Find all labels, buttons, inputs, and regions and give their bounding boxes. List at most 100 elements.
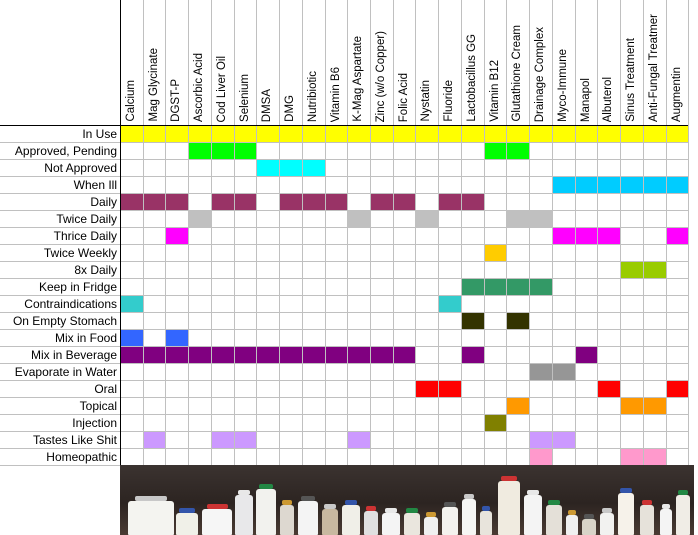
filled-cell bbox=[166, 347, 189, 363]
grid-vline bbox=[574, 0, 576, 465]
grid-hline bbox=[0, 193, 689, 194]
filled-cell bbox=[121, 296, 143, 312]
grid-hline bbox=[0, 380, 689, 381]
supplement-bottles-photo bbox=[120, 465, 694, 535]
bottle-cap-shape bbox=[206, 504, 228, 509]
filled-cell bbox=[121, 330, 143, 346]
filled-cell bbox=[280, 194, 302, 210]
column-header-label: Vitamin B6 bbox=[329, 66, 342, 122]
filled-cell bbox=[211, 143, 234, 159]
filled-cell bbox=[234, 194, 257, 210]
filled-cell bbox=[280, 160, 302, 176]
filled-cell bbox=[461, 313, 484, 329]
grid-vline bbox=[620, 0, 622, 465]
bottle-cap-shape bbox=[444, 502, 456, 507]
grid-vline bbox=[665, 0, 667, 465]
row-header-label: Mix in Food bbox=[54, 331, 117, 345]
filled-cell bbox=[484, 143, 507, 159]
column-header-label: Calcium bbox=[125, 80, 137, 122]
column-header: Anti-Fungal Treatmer bbox=[643, 4, 665, 122]
column-header-label: DMG bbox=[284, 95, 297, 122]
filled-cell bbox=[257, 347, 280, 363]
column-header-label: Augmentin bbox=[670, 67, 683, 122]
bottle-cap-shape bbox=[678, 490, 688, 495]
filled-cell bbox=[461, 347, 484, 363]
row-header-label: Oral bbox=[94, 382, 117, 396]
bottle-cap-shape bbox=[426, 512, 436, 517]
filled-cell bbox=[166, 330, 189, 346]
filled-cell bbox=[530, 279, 552, 295]
filled-cell bbox=[552, 432, 575, 448]
filled-cell bbox=[643, 177, 666, 193]
filled-cell bbox=[507, 279, 530, 295]
bottle-cap-shape bbox=[526, 490, 540, 495]
filled-cell bbox=[257, 160, 280, 176]
filled-cell bbox=[507, 211, 530, 227]
filled-cell bbox=[666, 381, 689, 397]
filled-cell bbox=[121, 194, 143, 210]
filled-cell bbox=[666, 228, 689, 244]
row-header-label: Topical bbox=[79, 399, 117, 413]
column-header: Vitamin B12 bbox=[484, 4, 506, 122]
filled-cell bbox=[621, 262, 643, 278]
filled-cell bbox=[507, 126, 530, 142]
bottle-shape bbox=[424, 517, 438, 535]
filled-cell bbox=[643, 126, 666, 142]
bottle-cap-shape bbox=[620, 488, 632, 493]
bottle-shape bbox=[462, 499, 476, 535]
bottle-shape bbox=[546, 505, 562, 535]
column-header: Cod Liver Oil bbox=[211, 4, 233, 122]
filled-cell bbox=[393, 194, 416, 210]
filled-cell bbox=[507, 313, 530, 329]
row-header-label: Injection bbox=[72, 416, 117, 430]
filled-cell bbox=[121, 347, 143, 363]
filled-cell bbox=[166, 126, 189, 142]
row-header-label: Not Approved bbox=[44, 161, 117, 175]
grid-hline bbox=[0, 244, 689, 245]
grid-vline bbox=[165, 0, 167, 465]
column-header-label: Vitamin B12 bbox=[488, 60, 501, 122]
column-header-label: Sinus Treatment bbox=[625, 38, 638, 122]
grid-hline bbox=[0, 295, 689, 296]
grid-vline bbox=[460, 0, 462, 465]
filled-cell bbox=[666, 126, 689, 142]
row-header-label: Thrice Daily bbox=[53, 229, 117, 243]
filled-cell bbox=[348, 126, 371, 142]
bottle-shape bbox=[676, 495, 690, 535]
filled-cell bbox=[552, 364, 575, 380]
row-header-label: Twice Daily bbox=[56, 212, 117, 226]
column-header-label: Nystatin bbox=[420, 80, 433, 122]
grid-vline bbox=[301, 0, 303, 465]
column-header-label: Cod Liver Oil bbox=[215, 55, 228, 122]
bottle-cap-shape bbox=[282, 500, 292, 505]
column-header: Fluoride bbox=[438, 4, 460, 122]
grid-vline bbox=[188, 0, 190, 465]
filled-cell bbox=[643, 398, 666, 414]
bottle-shape bbox=[582, 519, 596, 535]
filled-cell bbox=[325, 126, 348, 142]
grid-vline bbox=[256, 0, 258, 465]
filled-cell bbox=[371, 347, 393, 363]
grid-vline bbox=[415, 0, 417, 465]
column-header: Glutathione Cream bbox=[506, 4, 528, 122]
filled-cell bbox=[416, 381, 439, 397]
filled-cell bbox=[552, 126, 575, 142]
filled-cell bbox=[552, 228, 575, 244]
row-header-label: 8x Daily bbox=[74, 263, 117, 277]
filled-cell bbox=[621, 126, 643, 142]
row-header-label: Contraindications bbox=[24, 297, 117, 311]
bottle-shape bbox=[202, 509, 232, 535]
filled-cell bbox=[484, 245, 507, 261]
filled-cell bbox=[302, 160, 325, 176]
bottle-shape bbox=[298, 501, 318, 535]
filled-cell bbox=[439, 126, 461, 142]
column-header-label: Ascorbic Acid bbox=[193, 52, 206, 122]
filled-cell bbox=[530, 449, 552, 465]
filled-cell bbox=[325, 194, 348, 210]
bottle-shape bbox=[600, 513, 614, 535]
bottle-cap-shape bbox=[642, 500, 652, 505]
row-header-label: Approved, Pending bbox=[14, 144, 117, 158]
filled-cell bbox=[393, 126, 416, 142]
filled-cell bbox=[530, 126, 552, 142]
filled-cell bbox=[416, 211, 439, 227]
